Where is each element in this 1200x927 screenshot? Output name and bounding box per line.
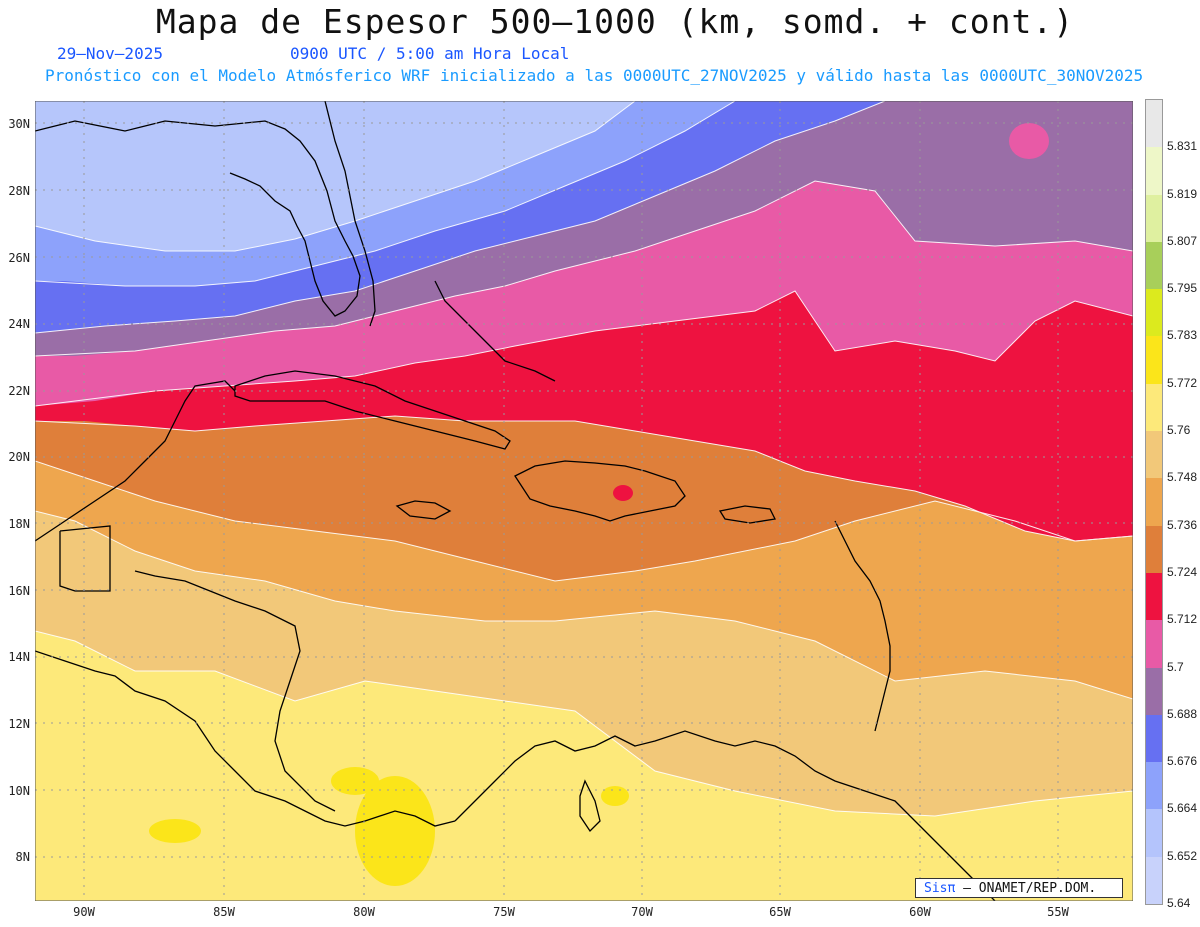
colorbar-tick-label: 5.772 — [1167, 375, 1198, 390]
coast-puerto-rico — [718, 505, 776, 524]
colorbar-tick-label: 5.795 — [1167, 281, 1198, 296]
colorbar-segment — [1146, 289, 1162, 337]
colorbar-tick-label: 5.76 — [1167, 423, 1191, 438]
colorbar-tick-label: 5.676 — [1167, 754, 1198, 769]
model-info: Pronóstico con el Modelo Atmósferico WRF… — [45, 66, 1144, 85]
lat-label: 10N — [8, 784, 30, 798]
lat-label: 20N — [8, 450, 30, 464]
colorbar-tick-label: 5.7 — [1167, 659, 1184, 674]
colorbar-segment — [1146, 241, 1162, 290]
cell-yellow-colombia — [601, 786, 629, 806]
colorbar-segment — [1146, 100, 1162, 148]
colorbar-tick-label: 5.736 — [1167, 517, 1198, 532]
colorbar-segment — [1146, 336, 1162, 385]
colorbar-tick-label: 5.688 — [1167, 706, 1198, 721]
contour-line — [35, 290, 1133, 407]
coast-florida — [35, 120, 361, 317]
border-mexico-guatemala — [59, 525, 111, 592]
lat-label: 22N — [8, 384, 30, 398]
lon-label: 90W — [73, 905, 95, 919]
lat-label: 26N — [8, 251, 30, 265]
lat-label: 18N — [8, 517, 30, 531]
lon-label: 55W — [1047, 905, 1069, 919]
colorbar-tick-label: 5.652 — [1167, 848, 1198, 863]
contour-line — [35, 630, 1133, 817]
valid-date: 29—Nov—2025 — [57, 44, 163, 63]
colorbar-tick-label: 5.748 — [1167, 470, 1198, 485]
lon-label: 75W — [493, 905, 515, 919]
cell-red-hispaniola — [613, 485, 633, 501]
colorbar-segment — [1146, 147, 1162, 196]
coast-caribbean-ca — [134, 570, 336, 812]
lat-label: 8N — [15, 850, 30, 864]
lon-label: 65W — [769, 905, 791, 919]
coast-lake-maracaibo — [579, 779, 601, 833]
credit-text: — ONAMET/REP.DOM. — [955, 881, 1097, 896]
cell-yellow-pacific — [331, 767, 379, 795]
lon-label: 70W — [631, 905, 653, 919]
credit-logo: Sisπ — [924, 881, 956, 896]
lat-label: 16N — [8, 584, 30, 598]
contour-line — [35, 415, 1133, 542]
lat-label: 28N — [8, 184, 30, 198]
colorbar-segment — [1146, 762, 1162, 810]
colorbar-segment — [1146, 194, 1162, 243]
colorbar-segment — [1146, 856, 1162, 905]
cell-yellow-panama — [355, 776, 435, 886]
cell-pink-ne — [1009, 123, 1049, 159]
colorbar-tick-label: 5.664 — [1167, 801, 1198, 816]
lat-label: 30N — [8, 117, 30, 131]
lon-label: 80W — [353, 905, 375, 919]
credit-box: Sisπ — ONAMET/REP.DOM. — [915, 878, 1123, 898]
band-5-652 — [35, 101, 635, 251]
lat-label: 12N — [8, 717, 30, 731]
colorbar-segment — [1146, 478, 1162, 527]
coast-jamaica — [395, 500, 452, 520]
colorbar-tick-label: 5.783 — [1167, 328, 1198, 343]
coast-bahamas — [434, 280, 556, 382]
coast-lesser-antilles — [834, 520, 891, 732]
lat-label: 14N — [8, 650, 30, 664]
colorbar-tick-label: 5.724 — [1167, 564, 1198, 579]
colorbar-tick-label: 5.712 — [1167, 612, 1198, 627]
colorbar-segment — [1146, 714, 1162, 763]
contour-line — [35, 101, 736, 287]
coast-south-america — [454, 730, 996, 901]
coast-florida-east — [324, 101, 376, 327]
thickness-map — [35, 101, 1133, 901]
map-title: Mapa de Espesor 500—1000 (km, somd. + co… — [155, 2, 1075, 41]
valid-time: 0900 UTC / 5:00 am Hora Local — [290, 44, 570, 63]
cell-yellow-west — [149, 819, 201, 843]
contour-line — [35, 510, 1133, 700]
lon-label: 60W — [909, 905, 931, 919]
contour-line — [35, 180, 1133, 357]
colorbar-segment — [1146, 809, 1162, 858]
colorbar-tick-label: 5.64 — [1167, 896, 1191, 910]
colorbar — [1145, 99, 1163, 905]
colorbar-tick-label: 5.819 — [1167, 186, 1198, 201]
contour-line — [35, 101, 886, 334]
contour-line — [35, 460, 1133, 582]
coast-hispaniola — [514, 460, 686, 522]
colorbar-segment — [1146, 572, 1162, 621]
coast-yucatan — [35, 380, 236, 542]
colorbar-segment — [1146, 667, 1162, 716]
colorbar-segment — [1146, 383, 1162, 432]
lon-label: 85W — [213, 905, 235, 919]
colorbar-segment — [1146, 525, 1162, 574]
colorbar-tick-label: 5.831 — [1167, 139, 1198, 154]
lat-label: 24N — [8, 317, 30, 331]
colorbar-segment — [1146, 431, 1162, 479]
coast-central-america — [35, 650, 456, 827]
colorbar-tick-label: 5.807 — [1167, 233, 1198, 248]
coast-cuba — [234, 370, 511, 450]
colorbar-segment — [1146, 620, 1162, 669]
